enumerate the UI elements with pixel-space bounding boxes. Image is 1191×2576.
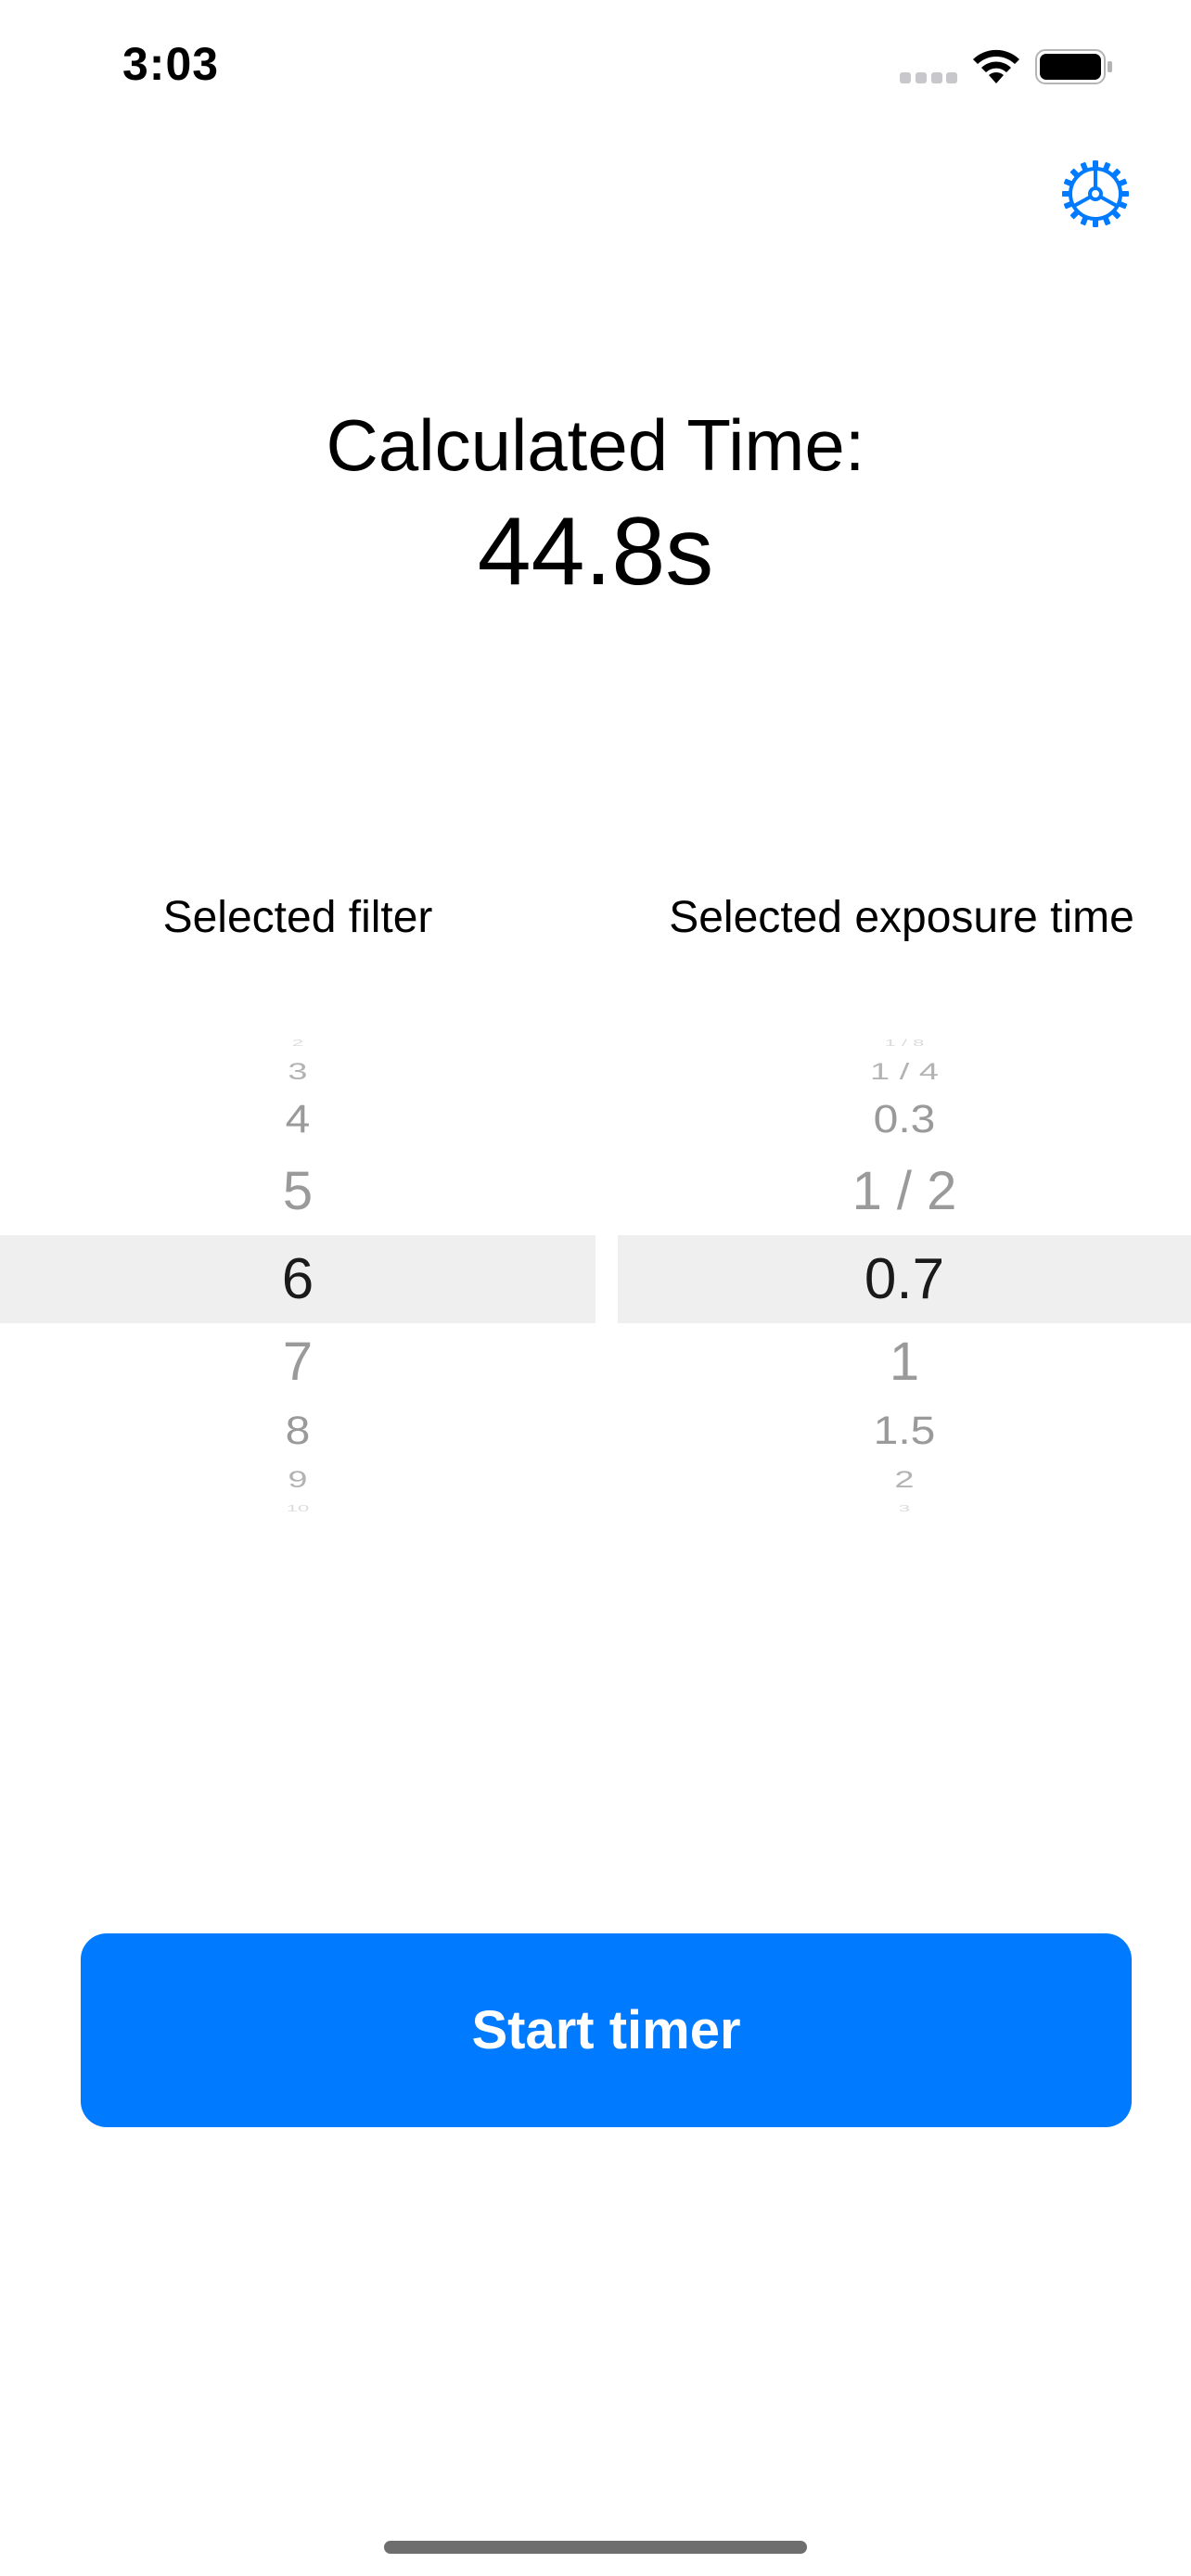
wifi-icon [973, 49, 1019, 83]
picker-item[interactable]: 0.3 [873, 1098, 936, 1141]
picker-item[interactable]: 9 [288, 1467, 308, 1493]
picker-item[interactable]: 3 [898, 1503, 911, 1514]
picker-item[interactable]: 8 [285, 1409, 311, 1453]
picker-item[interactable]: 3 [288, 1059, 308, 1085]
picker-item[interactable]: 2 [291, 1038, 304, 1049]
picker-item[interactable]: 4 [285, 1098, 311, 1141]
start-timer-button[interactable]: Start timer [81, 1933, 1132, 2127]
filter-picker-header: Selected filter [162, 893, 433, 942]
selection-band [0, 1235, 596, 1323]
picker-item[interactable]: 1 / 4 [870, 1059, 939, 1085]
picker-item[interactable]: 1 / 8 [884, 1038, 925, 1049]
battery-icon [1035, 49, 1112, 84]
status-time: 3:03 [122, 38, 220, 90]
picker-item-selected[interactable]: 6 [281, 1247, 314, 1311]
picker-item-selected[interactable]: 0.7 [864, 1247, 945, 1311]
picker-item[interactable]: 1 [889, 1332, 920, 1392]
picker-item[interactable]: 2 [894, 1467, 915, 1493]
home-indicator[interactable] [384, 2541, 807, 2554]
picker-item[interactable]: 5 [282, 1161, 314, 1221]
selection-band [618, 1235, 1191, 1323]
picker-item[interactable]: 1 / 2 [852, 1161, 957, 1221]
exposure-picker-header: Selected exposure time [669, 893, 1134, 942]
settings-button[interactable] [1057, 156, 1133, 232]
picker-item[interactable]: 7 [282, 1332, 314, 1392]
picker-item[interactable]: 10 [286, 1503, 310, 1514]
cellular-signal-icon [900, 72, 957, 83]
picker-item[interactable]: 1.5 [873, 1409, 936, 1453]
exposure-picker[interactable]: 1 / 8 1 / 4 0.3 1 / 2 0.7 1 1.5 2 3 [618, 1020, 1191, 1530]
gear-icon [1062, 160, 1129, 227]
filter-picker[interactable]: 2 3 4 5 6 7 8 9 10 [0, 1020, 596, 1530]
calculated-time-label: Calculated Time: [326, 404, 865, 486]
calculated-time-value: 44.8s [477, 498, 714, 606]
